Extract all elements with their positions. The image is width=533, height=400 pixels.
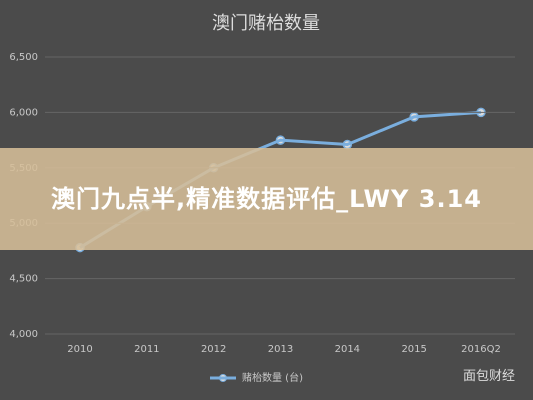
overlay-banner: 澳门九点半,精准数据评估_LWY 3.14 (0, 148, 533, 250)
watermark: 面包财经 (462, 369, 515, 384)
overlay-text: 澳门九点半,精准数据评估_LWY 3.14 (51, 185, 482, 213)
x-tick-label: 2012 (201, 344, 226, 355)
x-tick-label: 2010 (67, 344, 92, 355)
x-tick-label: 2011 (134, 344, 159, 355)
legend-label: 赌枱数量 (台) (242, 371, 303, 384)
x-tick-label: 2016Q2 (461, 344, 501, 355)
y-tick-label: 4,500 (9, 274, 38, 285)
x-tick-label: 2015 (401, 344, 426, 355)
y-tick-label: 6,500 (9, 52, 38, 63)
x-tick-label: 2014 (335, 344, 360, 355)
y-tick-label: 6,000 (9, 107, 38, 118)
chart-title: 澳门赌枱数量 (212, 13, 320, 34)
y-tick-label: 4,000 (9, 329, 38, 340)
x-tick-label: 2013 (268, 344, 293, 355)
